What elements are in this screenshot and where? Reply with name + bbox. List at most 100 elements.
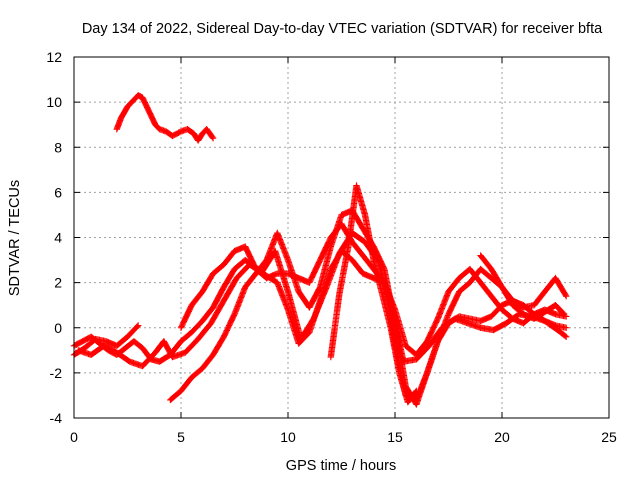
data-point [323,251,343,291]
data-point [220,276,240,304]
data-point [199,352,216,372]
data-point [456,280,473,295]
data-point [423,339,441,377]
x-axis-label: GPS time / hours [286,458,396,474]
data-point [370,256,386,296]
data-point [306,258,323,286]
data-point [203,126,216,141]
data-point [498,283,516,308]
data-point [194,321,214,343]
data-point [252,265,269,281]
data-point [135,92,145,101]
data-point [413,387,420,395]
data-point [87,333,102,346]
data-point [488,265,505,290]
data-point [233,262,252,282]
x-tick-label: 25 [601,429,617,445]
data-point [378,290,394,330]
data-point [552,274,569,299]
data-point [464,320,483,331]
data-point [344,183,360,252]
data-point [188,289,205,309]
data-point [477,252,494,272]
data-point [490,320,509,334]
y-tick-label: -4 [50,410,63,426]
data-point [274,229,291,262]
data-point [423,316,441,345]
data-point [391,306,409,348]
data-point [169,349,188,361]
grid [74,57,609,418]
data-point [87,343,107,359]
data-point [316,235,334,264]
data-point [552,301,567,317]
x-tick-label: 20 [494,429,510,445]
data-point [554,326,569,340]
data-point [509,301,526,317]
data-point [404,388,419,406]
y-axis-label: SDTVAR / TECUs [7,180,23,296]
data-point [466,265,483,285]
data-point [194,131,205,144]
data-point [297,316,317,343]
data-point [349,256,366,276]
data-point [199,271,216,295]
data-point [541,317,560,333]
data-point [209,285,227,311]
data-point [274,279,291,312]
data-point [563,292,570,300]
data-point [220,248,237,268]
data-point [445,275,462,295]
data-point [451,315,470,326]
data-point [113,334,130,349]
data-point [316,244,334,291]
data-point [327,292,343,361]
data-point [563,333,570,340]
data-point [156,352,173,365]
data-point [381,279,398,312]
data-point [209,334,227,359]
data-point [530,289,548,309]
data-point [242,271,259,291]
data-point [284,306,302,346]
y-tick-label: -2 [50,365,63,381]
data-point [560,311,568,318]
data-point [135,322,142,329]
data-point [563,324,570,331]
data-point [477,279,494,299]
data-point [310,285,330,322]
data-point [434,312,452,345]
data-point [209,135,217,142]
x-tick-label: 15 [387,429,403,445]
y-tick-label: 8 [54,139,62,155]
data-point [456,266,473,282]
data-point [207,298,227,327]
data-point [349,229,368,245]
data-point [126,358,145,369]
data-point [445,289,462,318]
data-point [413,339,430,359]
data-point [220,267,237,291]
data-point [145,107,158,127]
data-point [530,309,547,322]
tick-labels: 0 5 10 15 20 25 -4 -2 0 2 4 6 8 10 12 [46,49,617,445]
data-point [349,238,366,258]
data-point [434,289,452,322]
data-point [387,324,403,375]
data-point [130,338,145,351]
data-point [139,94,152,114]
data-series [70,92,570,408]
data-point [124,323,141,340]
data-point [413,370,430,408]
data-point [336,246,351,298]
x-tick-label: 0 [70,429,78,445]
data-point [152,121,162,132]
data-point [391,320,409,389]
y-tick-label: 6 [54,184,62,200]
plot-frame [73,56,610,419]
series-track-8 [113,92,217,144]
data-point [188,366,205,381]
data-point [242,243,259,272]
data-point [361,211,377,262]
